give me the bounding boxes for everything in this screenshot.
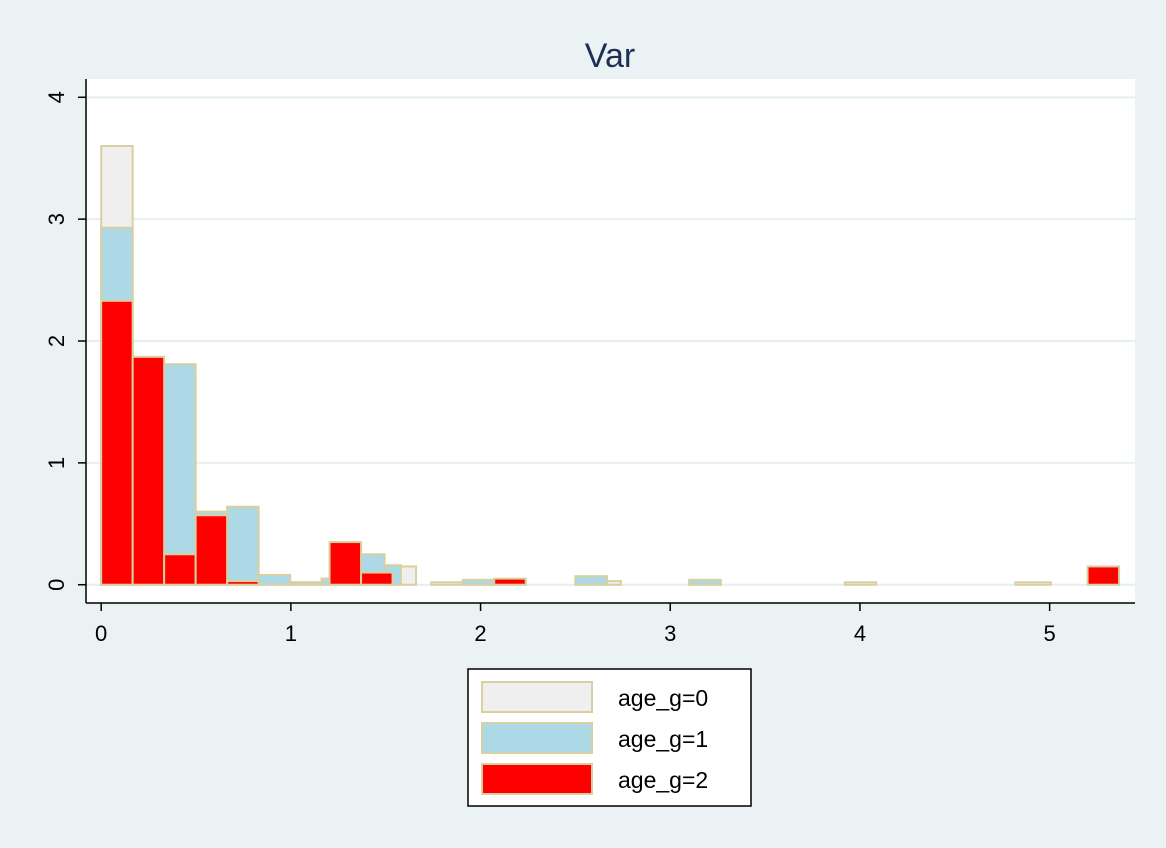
bar-s1-11 (574, 575, 608, 586)
legend: age_g=0 age_g=1 age_g=2 (467, 668, 752, 807)
chart-title: Var (585, 37, 635, 75)
legend-label-1: age_g=1 (618, 726, 708, 752)
bar-s2-3 (194, 514, 229, 586)
y-tick-label-1: 1 (44, 457, 69, 469)
legend-label-2: age_g=2 (618, 767, 708, 793)
y-tick-label-2: 2 (44, 335, 69, 347)
y-tick-label-3: 3 (44, 213, 69, 225)
bar-s2-6 (360, 571, 394, 586)
bar-s2-5 (328, 541, 363, 586)
bar-s1-5 (257, 573, 292, 586)
x-tick-label-4: 4 (854, 621, 866, 646)
bar-s0-17 (1014, 581, 1052, 586)
bar-s1-12 (688, 578, 722, 586)
bar-s1-10 (461, 578, 496, 586)
bar-s2-0 (100, 299, 134, 586)
legend-swatch-1 (481, 722, 593, 754)
bar-s2-2 (163, 553, 197, 586)
x-tick-label-0: 0 (95, 621, 107, 646)
bar-s0-16 (843, 581, 878, 586)
bar-s2-8 (1086, 565, 1121, 586)
bar-s0-14 (605, 580, 622, 586)
legend-label-0: age_g=0 (618, 685, 708, 711)
x-tick-label-1: 1 (285, 621, 297, 646)
ticks: 0 1 2 3 4 0 1 2 3 4 5 (44, 91, 1056, 646)
bar-s1-2 (163, 363, 197, 586)
bar-s2-1 (131, 355, 166, 586)
legend-swatch-0 (481, 681, 593, 713)
x-tick-label-2: 2 (474, 621, 486, 646)
bar-s2-7 (493, 577, 527, 586)
bar-s0-10 (430, 581, 464, 586)
y-tick-label-4: 4 (44, 91, 69, 103)
bar-s1-4 (226, 505, 260, 586)
bar-s1-6 (289, 581, 323, 586)
bar-s2-4 (226, 580, 260, 586)
y-tick-label-0: 0 (44, 579, 69, 591)
x-tick-label-5: 5 (1044, 621, 1056, 646)
bars (100, 145, 1121, 586)
legend-swatch-2 (481, 763, 593, 795)
x-tick-label-3: 3 (664, 621, 676, 646)
